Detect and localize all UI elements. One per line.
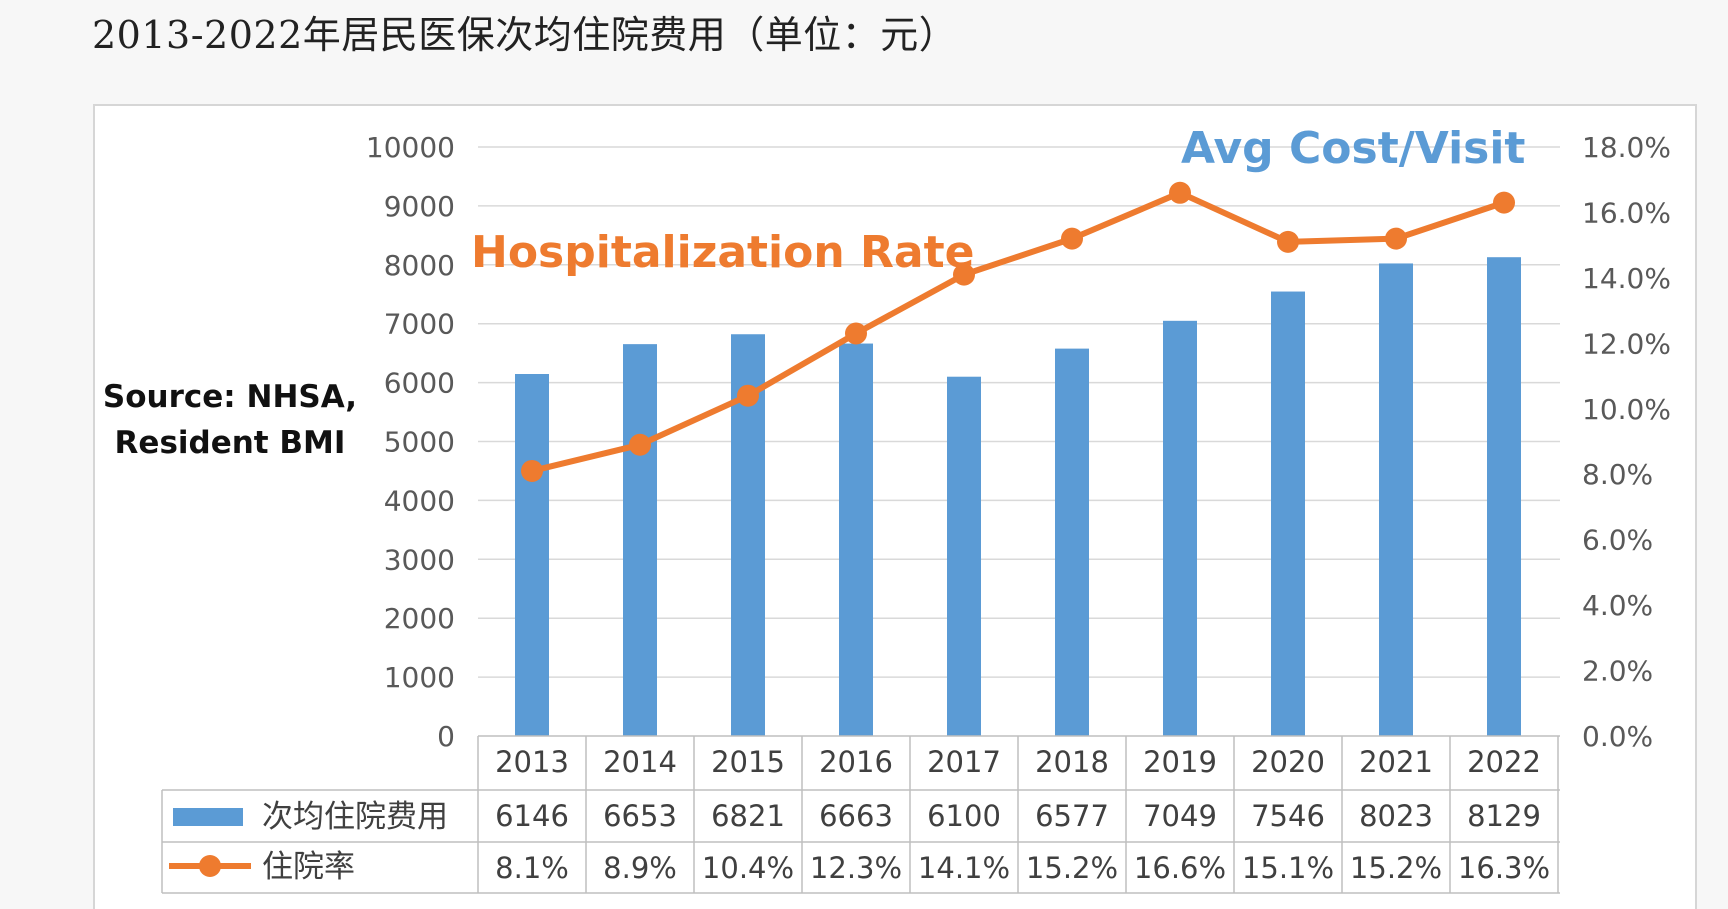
legend-bar-label: 次均住院费用 xyxy=(262,799,448,835)
y-axis-right: 0.0% 2.0% 4.0% 6.0% 8.0% 10.0% 12.0% 14.0% 16.0%… xyxy=(1582,131,1671,753)
rate-point-2014 xyxy=(629,433,651,456)
y-left-tick-label: 0 xyxy=(437,720,455,753)
rate-value-cell: 16.3% xyxy=(1458,851,1550,885)
rate-value-cell: 15.1% xyxy=(1242,851,1334,885)
y-left-tick-label: 2000 xyxy=(384,602,455,635)
hospitalization-rate-annotation: Hospitalization Rate xyxy=(471,227,974,278)
bar-2017 xyxy=(947,376,981,736)
y-right-tick-label: 14.0% xyxy=(1582,262,1671,295)
bar-2013 xyxy=(515,374,549,736)
y-left-tick-label: 9000 xyxy=(384,190,455,223)
rate-value-cell: 8.9% xyxy=(603,851,677,885)
rate-value-cell: 16.6% xyxy=(1134,851,1226,885)
rate-value-cell: 10.4% xyxy=(702,851,794,885)
bar-2021 xyxy=(1379,263,1413,736)
rate-point-2022 xyxy=(1493,191,1515,214)
x-axis-tick-label: 2016 xyxy=(819,745,893,779)
y-right-tick-label: 6.0% xyxy=(1582,524,1653,557)
y-right-tick-label: 12.0% xyxy=(1582,327,1671,360)
rate-point-2016 xyxy=(845,322,867,345)
bar-series xyxy=(515,257,1521,736)
rate-point-2017 xyxy=(953,263,975,286)
rate-point-2019 xyxy=(1169,181,1191,204)
rate-point-2020 xyxy=(1277,230,1299,253)
bar-value-cell: 7049 xyxy=(1143,799,1217,833)
y-axis-left: 0 1000 2000 3000 4000 5000 6000 7000 8000 9000 100… xyxy=(366,131,455,753)
x-axis-tick-label: 2022 xyxy=(1467,745,1541,779)
y-left-tick-label: 1000 xyxy=(384,661,455,694)
rate-value-cell: 12.3% xyxy=(810,851,902,885)
x-axis-tick-label: 2018 xyxy=(1035,745,1109,779)
x-axis-tick-label: 2013 xyxy=(495,745,569,779)
legend-line-marker xyxy=(199,855,221,877)
bar-value-cell: 6663 xyxy=(819,799,893,833)
rate-value-cell: 15.2% xyxy=(1350,851,1442,885)
y-left-tick-label: 3000 xyxy=(384,543,455,576)
source-note-line2: Resident BMI xyxy=(115,425,346,461)
bar-value-cell: 6821 xyxy=(711,799,785,833)
rate-value-cell: 15.2% xyxy=(1026,851,1118,885)
bar-2016 xyxy=(839,343,873,736)
y-right-tick-label: 2.0% xyxy=(1582,655,1653,688)
chart-panel xyxy=(93,104,1697,909)
y-right-tick-label: 16.0% xyxy=(1582,196,1671,229)
x-axis-tick-label: 2015 xyxy=(711,745,785,779)
y-left-tick-label: 10000 xyxy=(366,131,455,164)
rate-value-cell: 14.1% xyxy=(918,851,1010,885)
y-left-tick-label: 8000 xyxy=(384,249,455,282)
bar-value-cell: 6146 xyxy=(495,799,569,833)
x-axis-tick-label: 2017 xyxy=(927,745,1001,779)
y-right-tick-label: 18.0% xyxy=(1582,131,1671,164)
bar-value-cell: 8129 xyxy=(1467,799,1541,833)
rate-point-2013 xyxy=(521,459,543,482)
bar-value-cell: 8023 xyxy=(1359,799,1433,833)
source-note-line1: Source: NHSA, xyxy=(103,379,357,415)
chart-title: 2013-2022年居民医保次均住院费用（单位：元） xyxy=(92,13,958,57)
rate-point-2015 xyxy=(737,384,759,407)
x-axis-tick-label: 2014 xyxy=(603,745,677,779)
legend-bar-swatch xyxy=(173,808,243,826)
rate-point-2018 xyxy=(1061,227,1083,250)
y-right-tick-label: 10.0% xyxy=(1582,393,1671,426)
y-right-tick-label: 8.0% xyxy=(1582,458,1653,491)
rate-point-2021 xyxy=(1385,227,1407,250)
rate-value-cell: 8.1% xyxy=(495,851,569,885)
bar-2022 xyxy=(1487,257,1521,736)
bar-value-cell: 6577 xyxy=(1035,799,1109,833)
y-right-tick-label: 4.0% xyxy=(1582,589,1653,622)
y-left-tick-label: 5000 xyxy=(384,426,455,459)
x-axis-tick-label: 2021 xyxy=(1359,745,1433,779)
bar-value-cell: 7546 xyxy=(1251,799,1325,833)
y-right-tick-label: 0.0% xyxy=(1582,720,1653,753)
y-left-tick-label: 7000 xyxy=(384,308,455,341)
x-axis-tick-label: 2019 xyxy=(1143,745,1217,779)
bar-value-cell: 6100 xyxy=(927,799,1001,833)
y-left-tick-label: 6000 xyxy=(384,367,455,400)
rate-line xyxy=(531,189,1505,474)
bar-2019 xyxy=(1163,320,1197,736)
data-table: 2013 2014 2015 2016 2017 2018 2019 2020 2021 2022… xyxy=(161,735,1560,894)
bar-2014 xyxy=(623,344,657,736)
legend-line-label: 住院率 xyxy=(262,849,355,885)
avg-cost-annotation: Avg Cost/Visit xyxy=(1181,123,1525,174)
bar-value-cell: 6653 xyxy=(603,799,677,833)
bar-2018 xyxy=(1055,348,1089,736)
x-axis-tick-label: 2020 xyxy=(1251,745,1325,779)
bar-2020 xyxy=(1271,291,1305,736)
line-series xyxy=(521,181,1515,482)
y-left-tick-label: 4000 xyxy=(384,484,455,517)
